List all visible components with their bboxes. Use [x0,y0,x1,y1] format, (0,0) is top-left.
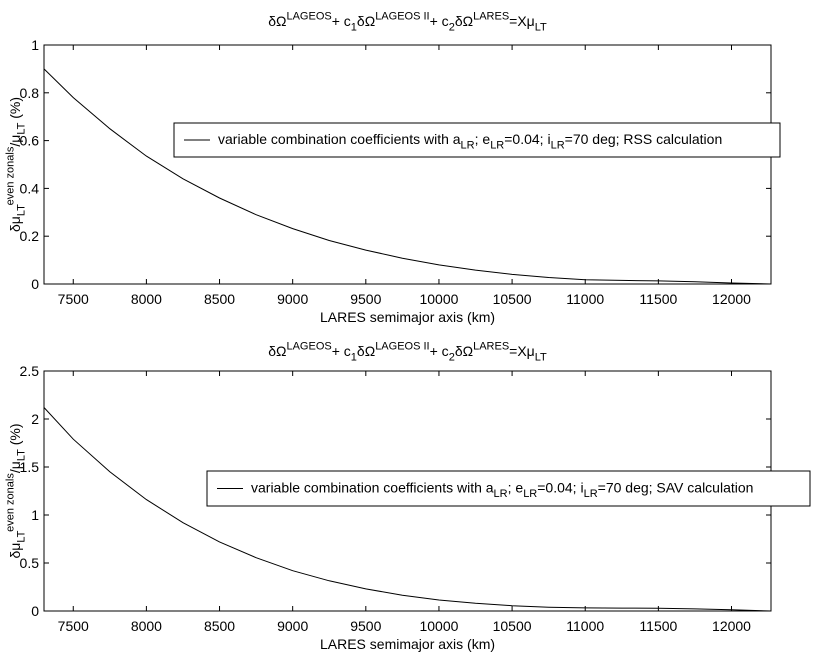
y-tick-label: 0 [31,603,39,619]
y-tick-label: 2 [31,411,39,427]
x-tick-label: 7500 [58,291,89,307]
x-axis-label: LARES semimajor axis (km) [320,309,495,325]
x-tick-label: 8500 [204,291,235,307]
x-tick-label: 11000 [566,291,604,307]
legend-label: variable combination coefficients with a… [251,480,753,501]
legend-label: variable combination coefficients with a… [218,131,722,152]
plot-area [43,44,772,285]
x-tick-label: 10500 [493,618,532,634]
y-axis-label: δμLTeven zonals/μLT (%) [5,423,28,558]
y-tick-label: 1 [31,507,39,523]
y-tick-label: 0.6 [20,133,40,149]
x-tick-label: 12000 [712,291,751,307]
x-tick-label: 8500 [204,618,235,634]
y-tick-label: 0.2 [20,228,40,244]
chart-1: δΩLAGEOS+ c1δΩLAGEOS II+ c2δΩLARES=XμLT 7… [5,11,781,325]
legend-box [206,470,811,507]
x-tick-label: 9500 [350,291,381,307]
x-tick-label: 10000 [419,291,458,307]
x-tick-label: 8000 [131,618,162,634]
x-tick-label: 11500 [639,291,677,307]
series-line [43,407,772,612]
y-axis-label: δμLTeven zonals/μLT (%) [5,97,28,232]
y-tick-label: 0.4 [20,180,40,196]
x-tick-label: 9000 [277,291,308,307]
series-line [43,68,772,285]
x-tick-label: 12000 [712,618,751,634]
y-tick-label: 2.5 [20,363,40,379]
y-tick-label: 1 [31,37,39,53]
y-tick-label: 0.8 [20,85,40,101]
x-axis-label: LARES semimajor axis (km) [320,636,495,652]
x-tick-label: 11000 [566,618,604,634]
legend: variable combination coefficients with a… [173,122,781,158]
x-tick-label: 10500 [493,291,532,307]
y-tick-label: 0 [31,276,39,292]
y-tick-label: 0.5 [20,555,40,571]
legend: variable combination coefficients with a… [206,470,811,507]
x-tick-label: 8000 [131,291,162,307]
y-tick-label: 1.5 [20,459,40,475]
x-tick-label: 7500 [58,618,89,634]
x-tick-label: 11500 [639,618,677,634]
chart-2: δΩLAGEOS+ c1δΩLAGEOS II+ c2δΩLARES=XμLT 7… [5,341,811,652]
x-tick-label: 10000 [419,618,458,634]
x-tick-label: 9000 [277,618,308,634]
chart-title: δΩLAGEOS+ c1δΩLAGEOS II+ c2δΩLARES=XμLT [268,11,547,34]
x-tick-label: 9500 [350,618,381,634]
legend-box [173,122,781,158]
chart-title: δΩLAGEOS+ c1δΩLAGEOS II+ c2δΩLARES=XμLT [268,341,547,364]
